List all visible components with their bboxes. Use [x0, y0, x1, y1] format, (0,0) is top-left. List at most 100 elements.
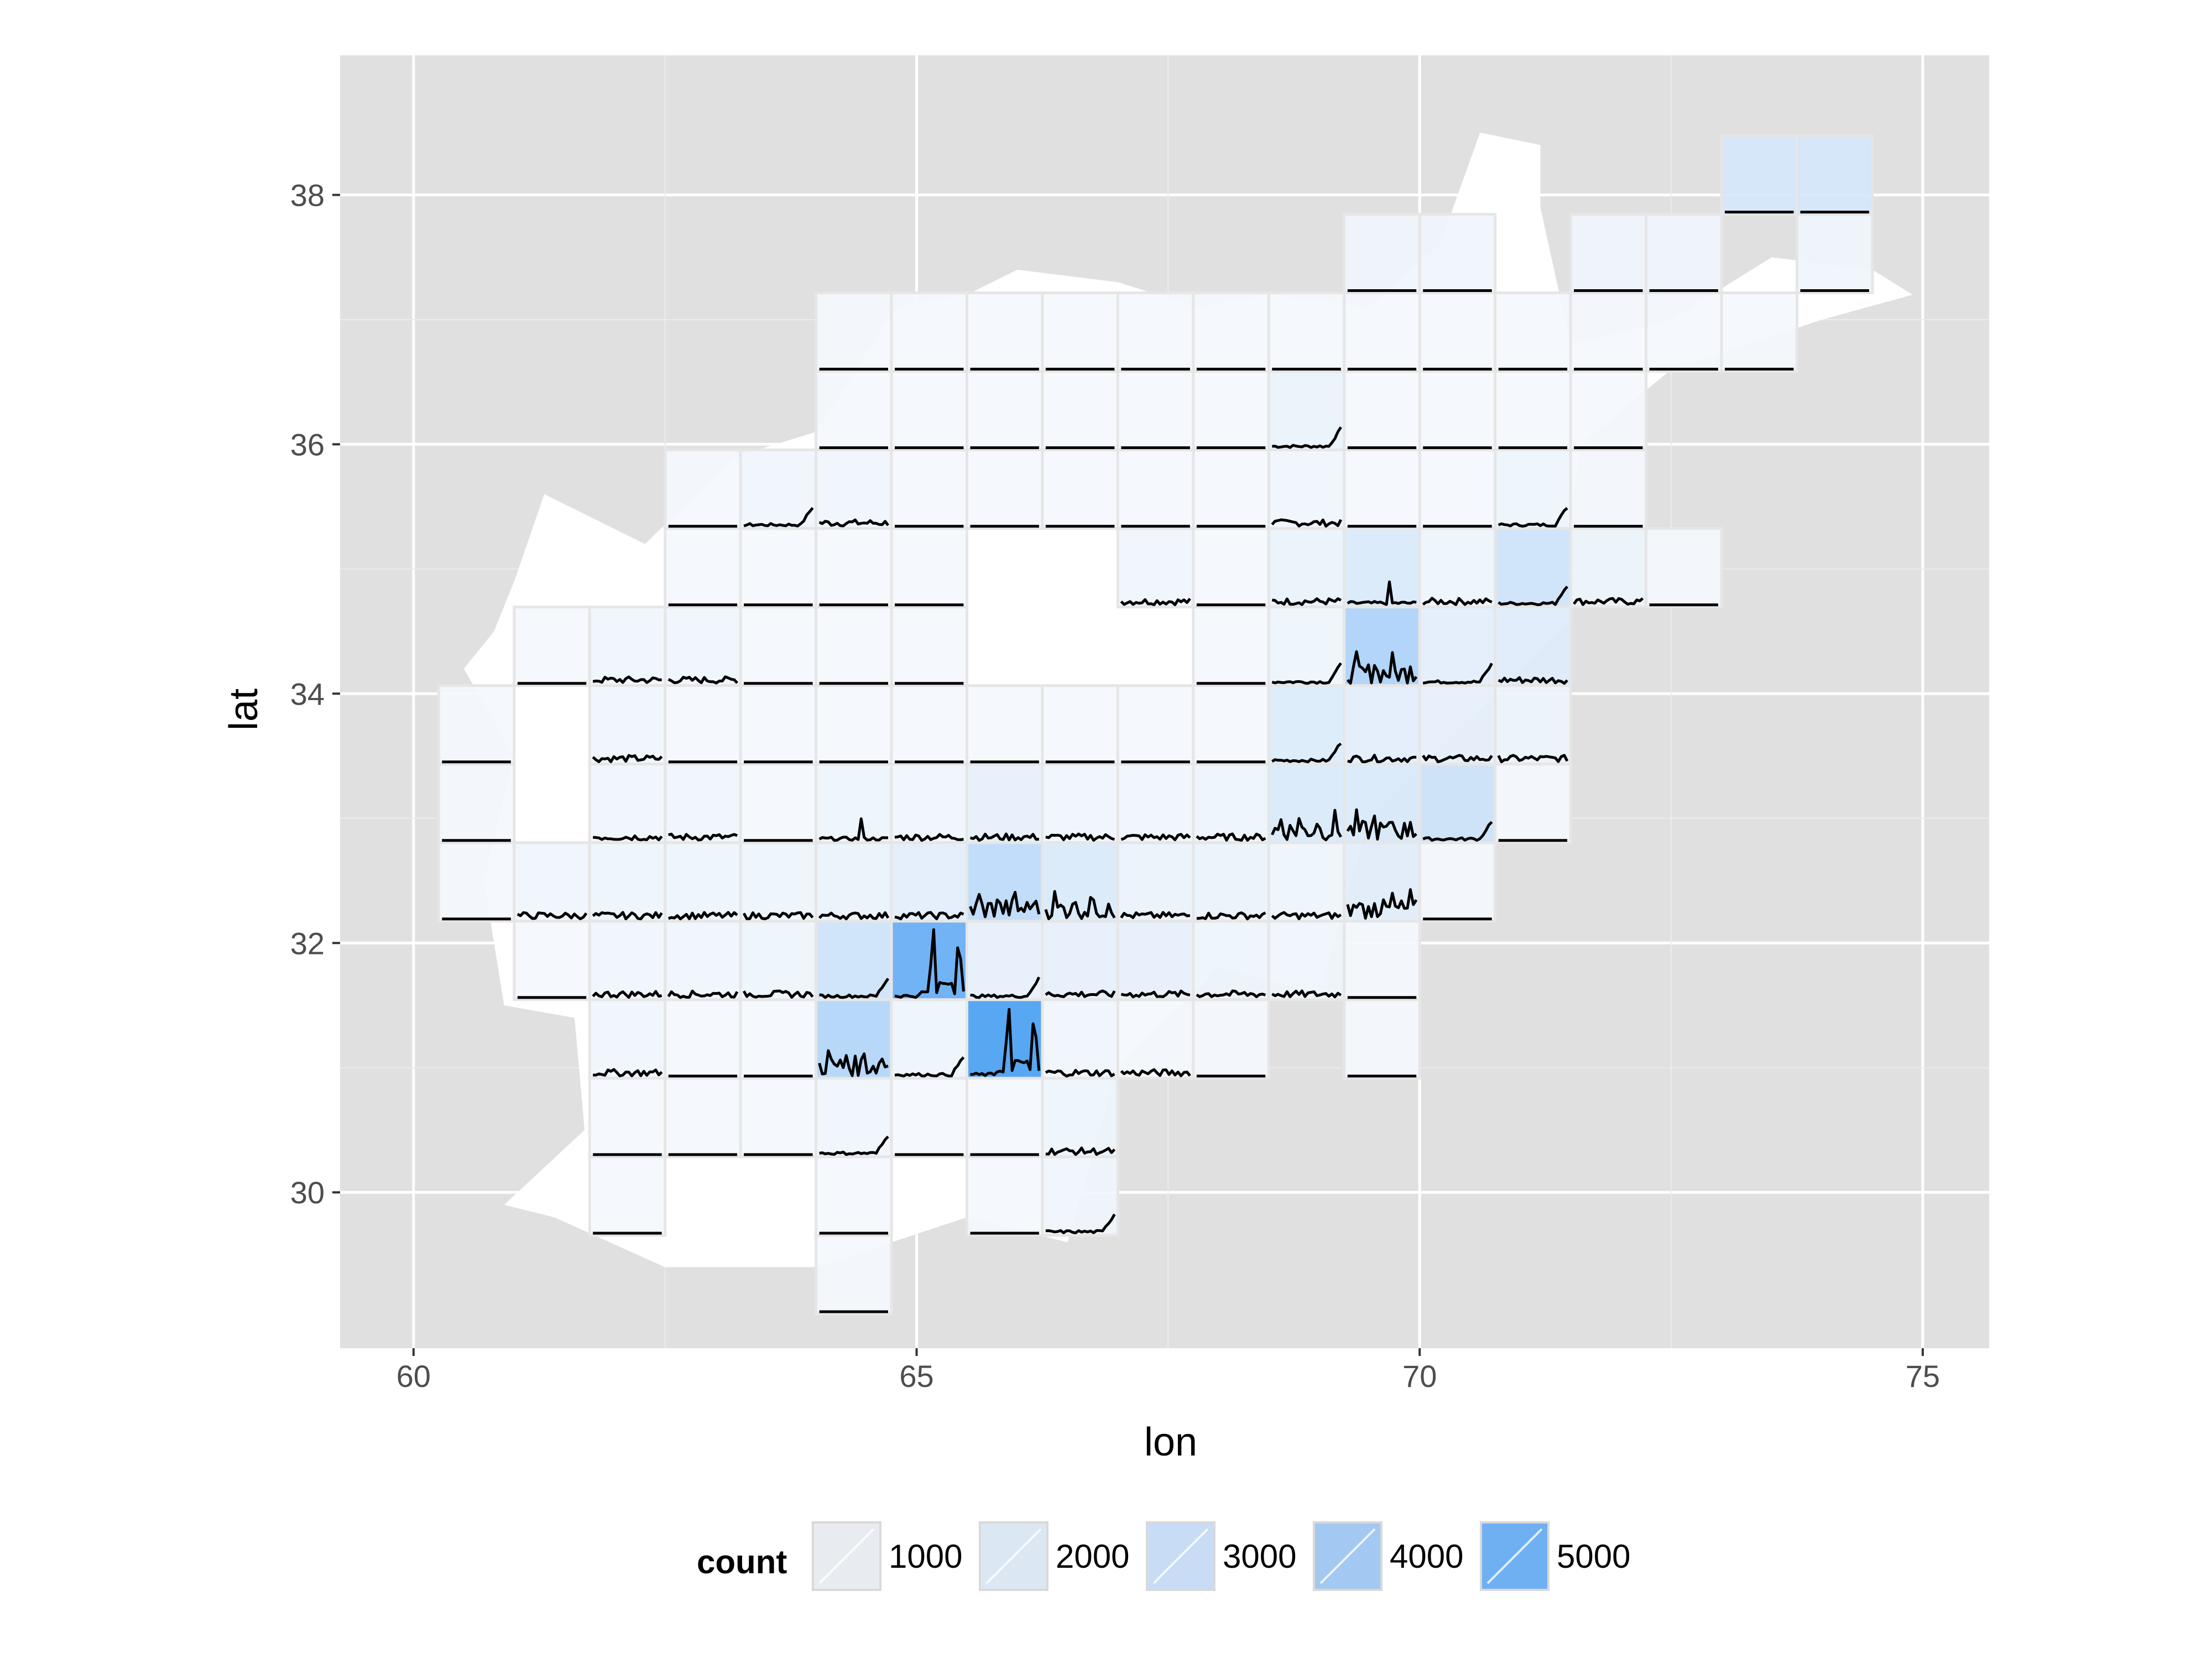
cell-sparkline	[1497, 754, 1569, 764]
cell-tile	[1343, 448, 1421, 530]
cell-tile	[1116, 291, 1195, 373]
cell-tile	[664, 606, 742, 687]
cell-tile	[1418, 841, 1497, 923]
cell-tile	[815, 684, 893, 766]
cell-sparkline	[818, 1049, 889, 1077]
cell-sparkline	[1347, 754, 1417, 764]
cell-tile	[739, 920, 818, 1001]
cell-tile	[815, 920, 893, 1001]
cell-tile	[1192, 998, 1270, 1080]
cell-tile	[664, 1077, 742, 1159]
cell-tile	[588, 998, 667, 1080]
cell-tile	[437, 763, 516, 844]
cell-tile	[1569, 370, 1648, 451]
cell-tile	[1569, 527, 1648, 609]
cell-tile	[815, 763, 893, 844]
legend-title: count	[697, 1543, 787, 1580]
cell-tile	[890, 1077, 968, 1159]
cell-tile	[1116, 920, 1195, 1001]
cell-tile	[1192, 841, 1270, 923]
cell-tile	[1494, 684, 1572, 766]
cell-sparklines	[442, 211, 1869, 1313]
cell-sparkline	[1045, 1068, 1115, 1078]
cell-sparkline	[970, 1008, 1041, 1077]
cell-tile	[1343, 213, 1421, 294]
legend-key-slash	[1319, 1528, 1376, 1584]
x-tick-label: 75	[1906, 1359, 1940, 1394]
cell-sparkline	[1271, 808, 1342, 842]
cell-tile	[890, 448, 968, 530]
cell-tile	[1569, 291, 1648, 373]
cell-sparkline	[818, 911, 890, 921]
cell-sparkline	[894, 928, 965, 999]
cell-sparkline	[1346, 888, 1418, 920]
cell-sparkline	[1272, 426, 1342, 449]
cell-sparkline	[969, 891, 1041, 919]
cell-tile	[739, 998, 818, 1080]
cell-sparkline	[668, 832, 738, 842]
cell-tile	[588, 763, 667, 844]
cell-sparkline	[1045, 989, 1116, 998]
cell-sparkline	[818, 518, 890, 528]
cell-tile	[890, 606, 968, 687]
cell-tile	[1116, 527, 1195, 609]
y-axis-title: lat	[222, 688, 266, 731]
cell-tile	[890, 527, 968, 609]
cell-tile	[664, 920, 742, 1001]
cell-sparkline	[1120, 989, 1191, 999]
cell-tile	[815, 1155, 893, 1237]
cell-tile	[664, 763, 742, 844]
cell-sparkline	[1120, 833, 1191, 842]
cell-tile	[739, 527, 818, 609]
cell-sparkline	[1271, 518, 1343, 528]
x-tick-label: 70	[1402, 1359, 1437, 1394]
cell-tile	[1418, 213, 1497, 294]
cell-sparkline	[970, 976, 1041, 999]
y-tick-label: 36	[290, 427, 325, 462]
legend-key-slash	[818, 1528, 875, 1584]
cell-tile	[1267, 527, 1346, 609]
cell-tile	[1343, 291, 1421, 373]
cell-tile	[1645, 213, 1723, 294]
cell-tile	[437, 684, 516, 766]
cell-tile	[1720, 291, 1798, 373]
cell-tile	[437, 841, 516, 923]
cell-tile	[1267, 684, 1346, 766]
cell-sparkline	[1120, 1068, 1191, 1077]
cell-sparkline	[1120, 911, 1191, 919]
legend-label: 4000	[1390, 1538, 1463, 1575]
cell-tile	[1569, 448, 1648, 530]
cell-tile	[1418, 448, 1497, 530]
cell-sparkline	[1120, 597, 1191, 607]
cell-sparkline	[1045, 1146, 1116, 1156]
cell-tile	[1192, 291, 1270, 373]
cell-tile	[815, 606, 893, 687]
cell-tile	[588, 684, 667, 766]
y-tick-label: 30	[290, 1175, 325, 1210]
cell-tile	[1041, 920, 1119, 1001]
cell-tile	[815, 841, 893, 923]
cell-tile	[588, 1077, 667, 1159]
cell-tile	[1041, 684, 1119, 766]
cell-tile	[890, 684, 968, 766]
cell-tile	[890, 370, 968, 451]
cell-tile	[1720, 134, 1798, 216]
cell-tile	[1418, 291, 1497, 373]
cell-sparkline	[1271, 989, 1342, 999]
cell-tile	[1192, 763, 1270, 844]
legend-label: 2000	[1056, 1538, 1129, 1575]
cell-sparkline	[969, 832, 1039, 842]
cell-tile	[1494, 527, 1572, 609]
cell-tile	[1418, 527, 1497, 609]
cell-sparkline	[1573, 597, 1644, 606]
x-axis-title: lon	[1144, 1420, 1197, 1464]
cell-tile	[1116, 998, 1195, 1080]
cell-sparkline	[1422, 597, 1493, 606]
cell-tile	[1116, 763, 1195, 844]
cell-tile	[1418, 684, 1497, 766]
legend-key-slash	[1152, 1528, 1209, 1584]
cell-sparkline	[1271, 742, 1342, 764]
cell-sparkline	[742, 911, 814, 921]
legend-key-slash	[1486, 1528, 1543, 1584]
